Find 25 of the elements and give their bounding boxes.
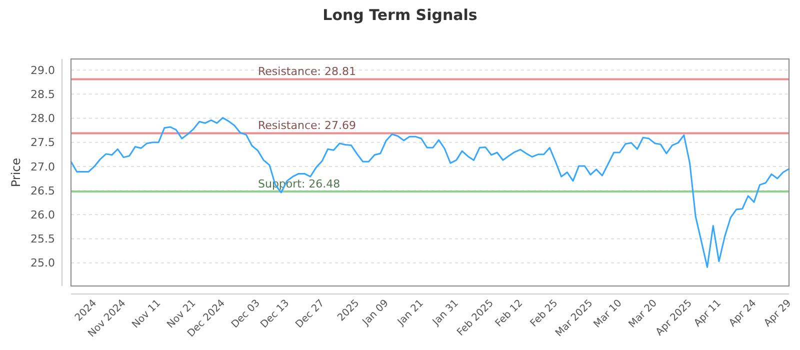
y-tick-label: 25.5	[30, 232, 55, 246]
y-tick-label: 27.0	[30, 160, 55, 174]
y-axis-title: Price	[9, 158, 23, 188]
ref-line-label: Resistance: 27.69	[258, 119, 356, 132]
x-tick-label: Jan 21	[395, 298, 426, 328]
y-tick-label: 28.5	[30, 88, 55, 102]
x-tick-label: Jan 09	[360, 298, 391, 328]
x-tick-label: Apr 11	[692, 298, 724, 330]
x-tick-label: Jan 31	[430, 298, 461, 328]
x-tick-label: Nov 11	[130, 298, 164, 331]
x-tick-label: Mar 10	[592, 298, 624, 330]
x-tick-label: Dec 27	[294, 298, 327, 331]
y-tick-label: 29.0	[30, 64, 55, 77]
y-tick-label: 28.0	[30, 112, 55, 126]
y-tick-label: 26.5	[30, 184, 55, 198]
ref-line-label: Resistance: 28.81	[258, 65, 356, 78]
x-tick-label: Dec 13	[258, 298, 292, 331]
line-series	[70, 117, 790, 268]
x-tick-label: Feb 12	[494, 298, 526, 330]
y-tick-label: 27.5	[30, 136, 55, 150]
y-tick-label: 26.0	[30, 208, 55, 222]
y-tick-label: 25.0	[30, 256, 55, 270]
x-tick-label: Apr 29	[762, 298, 794, 330]
chart-title: Long Term Signals	[322, 6, 478, 24]
x-tick-label: Apr 24	[727, 298, 759, 330]
